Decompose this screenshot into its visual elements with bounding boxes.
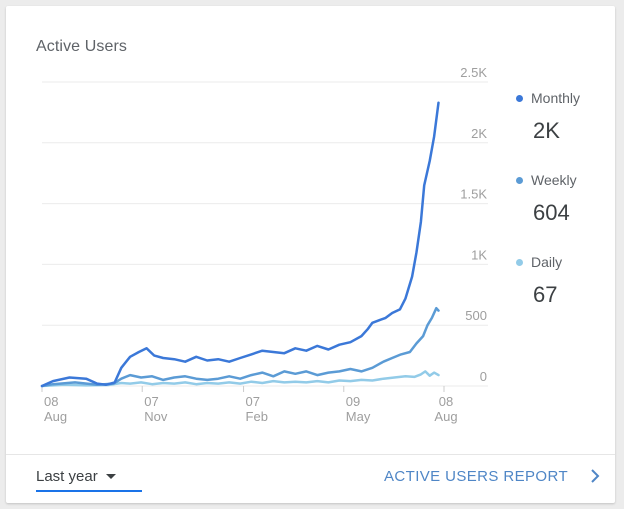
x-tick-day: 07 [144, 394, 158, 409]
legend-value-monthly: 2K [533, 118, 560, 143]
legend-dot-weekly [516, 176, 523, 184]
x-tick-month: Nov [144, 409, 168, 424]
legend-value-weekly: 604 [533, 200, 570, 225]
legend-item-weekly: Weekly 604 [516, 172, 577, 226]
chevron-right-icon [591, 469, 600, 483]
legend-dot-daily [516, 258, 523, 266]
series-line-monthly [40, 101, 440, 388]
x-tick-day: 08 [44, 394, 58, 409]
active-users-card: Active Users 0 500 1K 1.5K 2K 2.5K 08 Aug 07 Nov 0… [6, 6, 615, 503]
report-link-label: ACTIVE USERS REPORT [384, 467, 569, 485]
y-tick-label: 2.5K [460, 65, 487, 80]
series-line-daily [40, 370, 440, 388]
legend-label-daily: Daily [531, 254, 563, 270]
y-tick-label: 1.5K [460, 187, 487, 202]
legend-label-weekly: Weekly [531, 172, 577, 188]
active-users-report-link[interactable]: ACTIVE USERS REPORT [384, 464, 600, 488]
dropdown-arrow-icon [105, 473, 116, 479]
x-tick-month: Feb [246, 409, 268, 424]
y-tick-label: 500 [465, 308, 487, 323]
x-tick-month: May [346, 409, 371, 424]
legend-label-monthly: Monthly [531, 90, 581, 106]
series-line-weekly [40, 306, 440, 388]
x-tick-day: 08 [439, 394, 453, 409]
card-title: Active Users [36, 38, 127, 55]
active-users-chart: 05001K1.5K2K2.5K08Aug07Nov07Feb09May08Au… [40, 65, 488, 424]
x-tick-day: 09 [346, 394, 360, 409]
legend-dot-monthly [516, 94, 523, 102]
x-tick-month: Aug [434, 409, 457, 424]
x-tick-month: Aug [44, 409, 67, 424]
legend-item-daily: Daily 67 [516, 254, 562, 308]
y-tick-label: 2K [471, 126, 487, 141]
y-tick-label: 1K [471, 247, 487, 262]
legend-value-daily: 67 [533, 282, 558, 307]
x-tick-day: 07 [246, 394, 260, 409]
date-range-label: Last year [36, 467, 98, 485]
date-range-dropdown[interactable]: Last year [36, 462, 142, 492]
legend-item-monthly: Monthly 2K [516, 90, 580, 144]
y-tick-label: 0 [480, 369, 487, 384]
footer-divider [6, 454, 615, 455]
